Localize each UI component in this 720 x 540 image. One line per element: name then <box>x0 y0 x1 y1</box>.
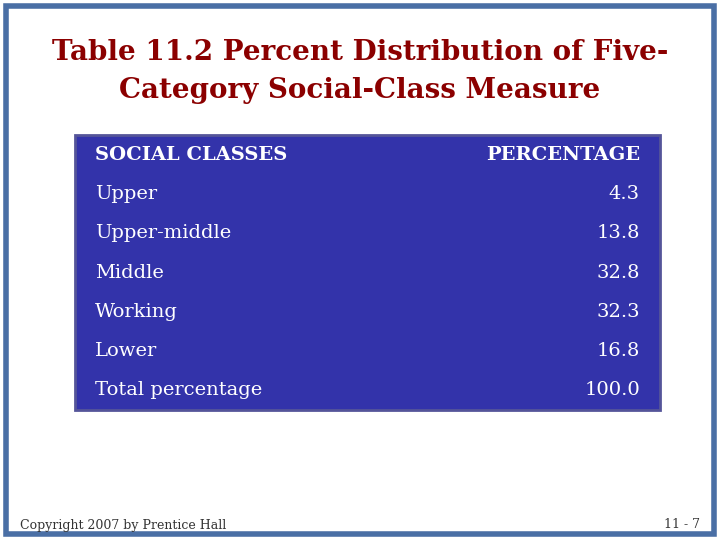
Text: Copyright 2007 by Prentice Hall: Copyright 2007 by Prentice Hall <box>20 518 226 531</box>
Text: 13.8: 13.8 <box>596 224 640 242</box>
Text: Middle: Middle <box>95 264 164 281</box>
Text: 16.8: 16.8 <box>597 342 640 360</box>
Text: Upper: Upper <box>95 185 157 203</box>
Text: Table 11.2 Percent Distribution of Five-: Table 11.2 Percent Distribution of Five- <box>52 38 668 65</box>
Text: 32.3: 32.3 <box>596 303 640 321</box>
Text: Working: Working <box>95 303 178 321</box>
Text: PERCENTAGE: PERCENTAGE <box>486 146 640 164</box>
Bar <box>75 135 660 410</box>
Text: Category Social-Class Measure: Category Social-Class Measure <box>120 77 600 104</box>
Text: 32.8: 32.8 <box>596 264 640 281</box>
Text: SOCIAL CLASSES: SOCIAL CLASSES <box>95 146 287 164</box>
Text: Lower: Lower <box>95 342 157 360</box>
Text: 100.0: 100.0 <box>584 381 640 400</box>
Text: 4.3: 4.3 <box>609 185 640 203</box>
Text: Total percentage: Total percentage <box>95 381 262 400</box>
Text: Upper-middle: Upper-middle <box>95 224 231 242</box>
Text: 11 - 7: 11 - 7 <box>664 518 700 531</box>
